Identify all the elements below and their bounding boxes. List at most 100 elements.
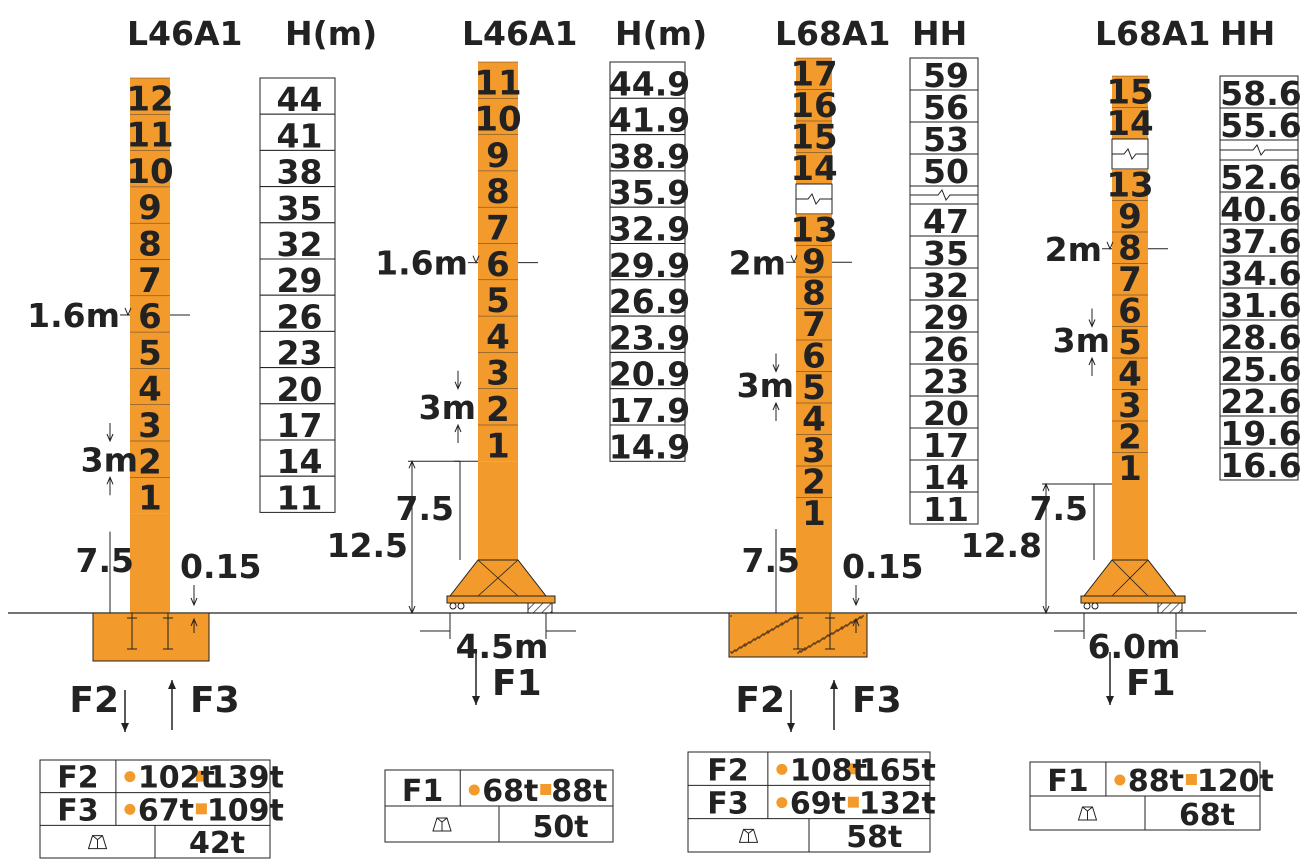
concrete-speckle <box>748 641 750 643</box>
crane-4-mast-section <box>1112 326 1148 358</box>
crane-2-height-value: 41.9 <box>609 101 690 140</box>
concrete-speckle <box>794 615 796 617</box>
crane-1-height-value: 26 <box>277 297 323 336</box>
crane-1-height-header: H(m) <box>285 14 377 53</box>
crane-2-base-width: 4.5m <box>456 627 549 666</box>
crane-4-section-number: 5 <box>1118 323 1142 363</box>
crane-3-mast-section <box>796 434 832 466</box>
crane-4-height-cell <box>1219 191 1299 225</box>
crane-4-ballast-block <box>1157 602 1183 614</box>
crane-4-height-value: 37.6 <box>1220 222 1301 261</box>
crane-3-height-cell <box>909 363 979 397</box>
crane-1-model-title: L46A1 <box>127 14 242 53</box>
crane-1-height-value: 38 <box>277 153 323 192</box>
crane-3-section-number: 17 <box>790 55 837 95</box>
crane-4-section-number: 8 <box>1118 229 1142 269</box>
concrete-speckle <box>822 637 824 639</box>
dimension-arrow <box>1088 319 1096 328</box>
crane-4-mast-section <box>1112 200 1148 232</box>
crane-3-load-value: 69t <box>790 787 846 822</box>
crane-3-height-value: 20 <box>923 394 969 433</box>
crane-3-section-number: 3 <box>802 431 826 471</box>
dimension-arrow <box>790 255 798 264</box>
crane-1-load-force: F2 <box>57 761 98 796</box>
crane-4-height-value: 34.6 <box>1220 254 1301 293</box>
dimension-arrow <box>772 401 780 411</box>
crane-4-height-cell <box>1219 107 1299 141</box>
crane-3-height-cell <box>909 203 979 237</box>
crane-4-load-value: 120t <box>1197 764 1274 799</box>
crane-3-section-number: 1 <box>802 494 826 534</box>
crane-3-height-value: 59 <box>923 56 969 95</box>
foundation-block-icon <box>1077 806 1098 821</box>
dimension-arrow <box>1042 605 1050 615</box>
crane-2-mast-section <box>478 98 518 135</box>
crane-4-height-value: 16.6 <box>1220 446 1301 485</box>
crane-3-height-value: 14 <box>923 458 969 497</box>
crane-2-mast-section <box>478 243 518 280</box>
crane-4-mast-section <box>1112 421 1148 453</box>
crane-3-height-value: 17 <box>923 426 969 465</box>
ground-pressure-square-icon <box>847 796 859 808</box>
crane-3-base-height: 7.5 <box>742 541 800 580</box>
crane-2-wheel-icon <box>457 602 465 610</box>
crane-2-height-cell <box>609 424 686 462</box>
crane-4-height-value: 31.6 <box>1220 286 1301 325</box>
concrete-speckle <box>808 645 810 647</box>
crane-3-section-number: 8 <box>802 274 826 314</box>
crane-4-height-cell <box>1219 255 1299 289</box>
foundation-block-icon <box>432 817 452 832</box>
dimension-arrow <box>124 307 132 317</box>
crane-1-height-cell <box>259 222 336 260</box>
crane-4-ballast-weight: 68t <box>1179 798 1235 833</box>
crane-3-height-value: 32 <box>923 266 969 305</box>
crane-4-base-width: 6.0m <box>1088 627 1181 666</box>
concrete-speckle <box>850 621 852 623</box>
crane-2-mast-section <box>478 134 518 171</box>
crane-3-section-number: 4 <box>802 400 826 440</box>
crane-2-mast-section <box>478 425 518 462</box>
crane-3-mast-section <box>796 58 832 90</box>
crane-2-height-cell <box>609 206 686 244</box>
crane-4-height-value: 52.6 <box>1220 158 1301 197</box>
crane-4-height-value: 55.6 <box>1220 106 1301 145</box>
crane-3-mast-section <box>796 308 832 340</box>
crane-2-mast-section <box>478 279 518 317</box>
crane-2-height-cell <box>609 315 686 353</box>
crane-2-section-number: 3 <box>486 354 510 394</box>
concrete-speckle <box>827 634 829 636</box>
crane-2-ballast-weight: 50t <box>533 810 589 845</box>
concrete-speckle <box>757 636 759 638</box>
ground-pressure-square-icon <box>847 763 859 775</box>
crane-1-force-label: F2 <box>69 680 119 721</box>
crane-2-force-f1-arrow-head <box>472 696 480 705</box>
crane-2-height-value: 20.9 <box>609 355 690 394</box>
crane-3-mast-section <box>796 466 832 498</box>
crane-3-mast-section <box>796 371 832 403</box>
concrete-speckle <box>799 650 801 652</box>
crane-1-base-height: 7.5 <box>76 541 134 580</box>
crane-3-force-label: F3 <box>852 680 902 721</box>
crane-3-height-cell <box>909 57 979 91</box>
crane-4-base-beam <box>1080 595 1186 604</box>
concrete-speckle <box>863 652 865 654</box>
concrete-speckle <box>817 640 819 642</box>
crane-1-height-value: 23 <box>277 334 323 373</box>
crane-2-height-value: 44.9 <box>609 64 690 103</box>
crane-3-height-value: 29 <box>923 298 969 337</box>
crane-4-section-number: 13 <box>1106 166 1153 206</box>
ground-pressure-square-icon <box>195 770 207 782</box>
foundation-block-icon <box>87 835 108 850</box>
crane-3-load-value: 165t <box>859 753 936 788</box>
crane-1-force-f2-arrow-head <box>121 723 129 732</box>
concrete-speckle <box>781 622 783 624</box>
crane-3-height-header: HH <box>912 14 967 53</box>
crane-1-force-label: F3 <box>190 680 240 721</box>
crane-3-section-number: 7 <box>802 305 826 345</box>
crane-3-section-number: 9 <box>802 242 826 282</box>
crane-3-height-cell <box>909 459 979 493</box>
crane-3-height-cell <box>909 395 979 429</box>
crane-1-section-number: 10 <box>126 152 173 192</box>
dimension-arrow <box>454 423 462 433</box>
